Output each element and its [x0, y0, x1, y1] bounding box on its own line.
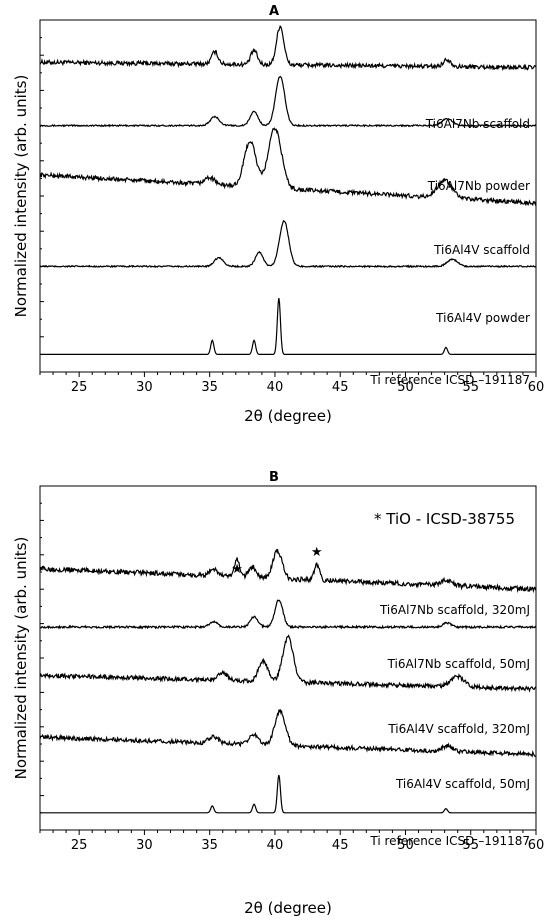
series-label: Ti reference ICSD –191187	[369, 373, 530, 387]
panel-b-star-markers: ★★	[231, 545, 322, 577]
series-line	[40, 297, 536, 355]
panel-b-x-axis-title: 2θ (degree)	[244, 899, 332, 917]
series-line	[39, 25, 537, 72]
x-tick-label: 60	[528, 380, 545, 395]
series-line	[39, 548, 537, 594]
star-marker: ★	[311, 545, 323, 560]
series-line	[39, 634, 537, 693]
series-line	[40, 774, 536, 814]
series-label: Ti6Al7Nb scaffold, 320mJ	[379, 603, 530, 617]
series-label: Ti6Al4V powder	[435, 311, 530, 325]
x-tick-label: 35	[201, 380, 218, 395]
panel-b-title: B	[269, 470, 279, 485]
x-tick-label: 45	[332, 838, 349, 853]
x-tick-label: 45	[332, 380, 349, 395]
x-tick-label: 55	[462, 380, 479, 395]
panel-a-y-axis-title: Normalized intensity (arb. units)	[12, 75, 30, 318]
panel-b-annotation: * TiO - ICSD-38755	[374, 510, 515, 528]
series-line	[39, 599, 537, 630]
series-line	[39, 220, 537, 269]
x-tick-label: 55	[462, 838, 479, 853]
panel-a: A Normalized intensity (arb. units) 2θ (…	[12, 4, 544, 425]
series-label: Ti6Al4V scaffold, 50mJ	[395, 777, 530, 791]
x-tick-label: 40	[267, 838, 284, 853]
x-tick-label: 50	[397, 838, 414, 853]
panel-a-x-axis-title: 2θ (degree)	[244, 407, 332, 425]
series-line	[39, 75, 537, 128]
series-label: Ti6Al7Nb scaffold	[425, 117, 530, 131]
panel-b-ticks: 25 30 35 40 45 50 55 60	[39, 485, 545, 853]
series-line	[39, 127, 537, 207]
x-tick-label: 30	[136, 838, 153, 853]
series-label: Ti reference ICSD –191187	[369, 834, 530, 848]
star-marker: ★	[231, 562, 243, 577]
x-tick-label: 35	[201, 838, 218, 853]
panel-a-ticks: 25 30 35 40 45 50 55 60	[39, 19, 545, 395]
series-label: Ti6Al4V scaffold	[433, 243, 530, 257]
panel-a-title: A	[269, 4, 279, 19]
series-line	[39, 709, 537, 758]
series-label: Ti6Al7Nb scaffold, 50mJ	[387, 657, 530, 671]
panel-b-y-axis-title: Normalized intensity (arb. units)	[12, 537, 30, 780]
series-label: Ti6Al4V scaffold, 320mJ	[387, 722, 530, 736]
panel-b: B Normalized intensity (arb. units) 2θ (…	[12, 470, 544, 917]
x-tick-label: 40	[267, 380, 284, 395]
x-tick-label: 25	[71, 838, 88, 853]
panel-b-series: Ti6Al7Nb scaffold, 320mJ Ti6Al7Nb scaffol…	[39, 548, 537, 848]
x-tick-label: 60	[528, 838, 545, 853]
x-tick-label: 25	[71, 380, 88, 395]
x-tick-label: 50	[397, 380, 414, 395]
x-tick-label: 30	[136, 380, 153, 395]
